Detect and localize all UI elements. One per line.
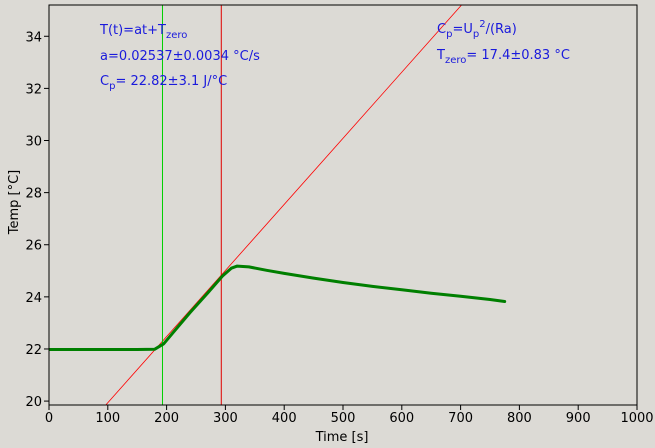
y-axis-label: Temp [°C] (7, 170, 22, 236)
fit-line (105, 5, 463, 405)
y-tick-label: 22 (25, 343, 42, 358)
axis-ticks: 0 100 200 300 400 500 600 700 800 900 1000 20 22 24 26… (25, 30, 653, 426)
data-point (430, 292, 433, 295)
y-tick-label: 34 (25, 30, 42, 45)
fit-equation-label: T(t)=at+Tzero (99, 23, 187, 41)
data-point (136, 348, 139, 351)
slope-label: a=0.02537±0.0034 °C/s (100, 49, 260, 64)
y-tick-label: 20 (25, 395, 42, 410)
data-point (312, 276, 315, 280)
x-tick-label: 200 (154, 411, 179, 426)
x-tick-label: 800 (507, 411, 532, 426)
data-point (162, 342, 165, 345)
data-point (265, 269, 268, 272)
tzero-label: Tzero= 17.4±0.83 °C (436, 48, 570, 66)
y-tick-label: 32 (25, 82, 42, 97)
x-tick-label: 0 (45, 411, 53, 426)
plot-area (48, 4, 638, 406)
data-point (230, 266, 233, 270)
data-point (503, 300, 506, 303)
plot-content (49, 5, 507, 405)
plot-frame (48, 4, 638, 406)
heat-capacity-formula: Cp=Up2/(Ra) (437, 19, 517, 40)
x-tick-label: 500 (331, 411, 356, 426)
x-tick-label: 1000 (620, 411, 653, 426)
y-tick-label: 26 (25, 239, 42, 254)
data-point (459, 295, 462, 298)
data-point (283, 272, 286, 275)
x-tick-label: 400 (272, 411, 297, 426)
data-point (171, 332, 174, 335)
x-tick-label: 600 (389, 411, 414, 426)
data-point (400, 288, 403, 292)
data-point (106, 348, 110, 351)
y-tick-label: 30 (25, 135, 42, 150)
data-point (341, 281, 345, 284)
x-tick-label: 300 (213, 411, 238, 426)
data-point (221, 274, 224, 278)
x-tick-label: 900 (566, 411, 591, 426)
data-point (247, 265, 251, 269)
x-tick-label: 700 (448, 411, 473, 426)
data-point (371, 285, 374, 288)
data-point (188, 311, 192, 314)
heat-capacity-label: Cp= 22.82±3.1 J/°C (100, 74, 227, 92)
temperature-series-line (49, 264, 507, 351)
data-point (206, 291, 209, 295)
x-tick-label: 100 (95, 411, 120, 426)
data-point (77, 348, 80, 351)
data-point (488, 298, 492, 301)
x-axis-label: Time [s] (315, 430, 369, 445)
y-tick-label: 24 (25, 291, 42, 306)
data-point (153, 348, 157, 351)
y-tick-label: 28 (25, 187, 42, 202)
data-point (235, 264, 239, 268)
